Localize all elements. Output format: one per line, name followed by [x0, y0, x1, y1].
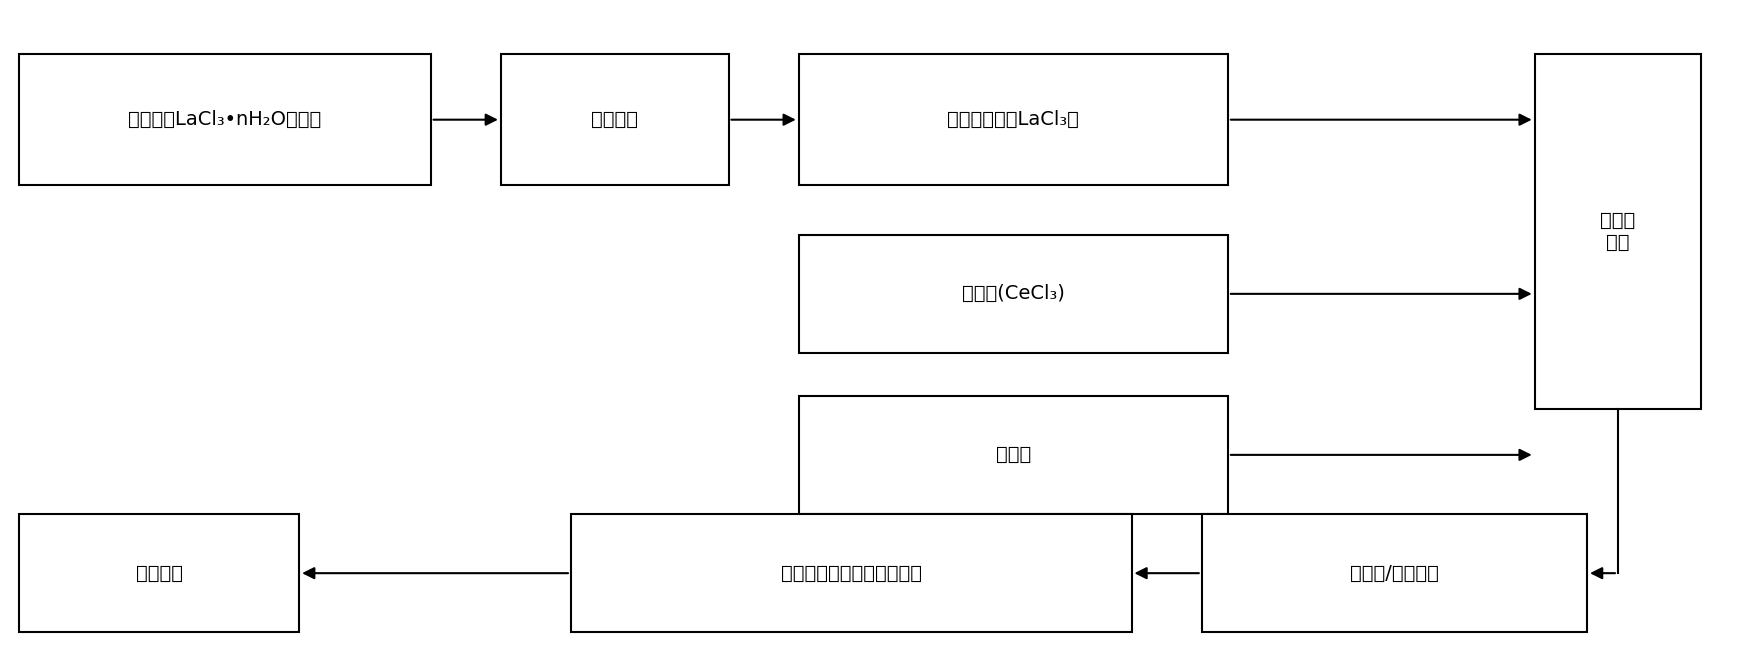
Bar — [1534, 54, 1701, 409]
Text: 装嵁埚/密封嵁埚: 装嵁埚/密封嵁埚 — [1350, 564, 1439, 583]
Bar — [1202, 514, 1587, 632]
Bar — [500, 54, 728, 185]
Text: 配比、
混料: 配比、 混料 — [1601, 211, 1636, 252]
Text: 晶体退火: 晶体退火 — [135, 564, 183, 583]
Bar — [570, 514, 1132, 632]
Bar — [19, 514, 300, 632]
Text: 烘干脱水: 烘干脱水 — [591, 110, 639, 129]
Bar — [799, 235, 1228, 353]
Bar — [799, 396, 1228, 514]
Bar — [799, 54, 1228, 185]
Text: 脱氧剂: 脱氧剂 — [995, 446, 1030, 465]
Text: 非真空嵁埚下降法生长晶体: 非真空嵁埚下降法生长晶体 — [781, 564, 921, 583]
Text: 无水氯化镱（LaCl₃）: 无水氯化镱（LaCl₃） — [948, 110, 1079, 129]
Bar — [19, 54, 430, 185]
Text: 氯化销(CeCl₃): 氯化销(CeCl₃) — [962, 284, 1065, 304]
Text: 氯化镱（LaCl₃•nH₂O）原料: 氯化镱（LaCl₃•nH₂O）原料 — [128, 110, 321, 129]
